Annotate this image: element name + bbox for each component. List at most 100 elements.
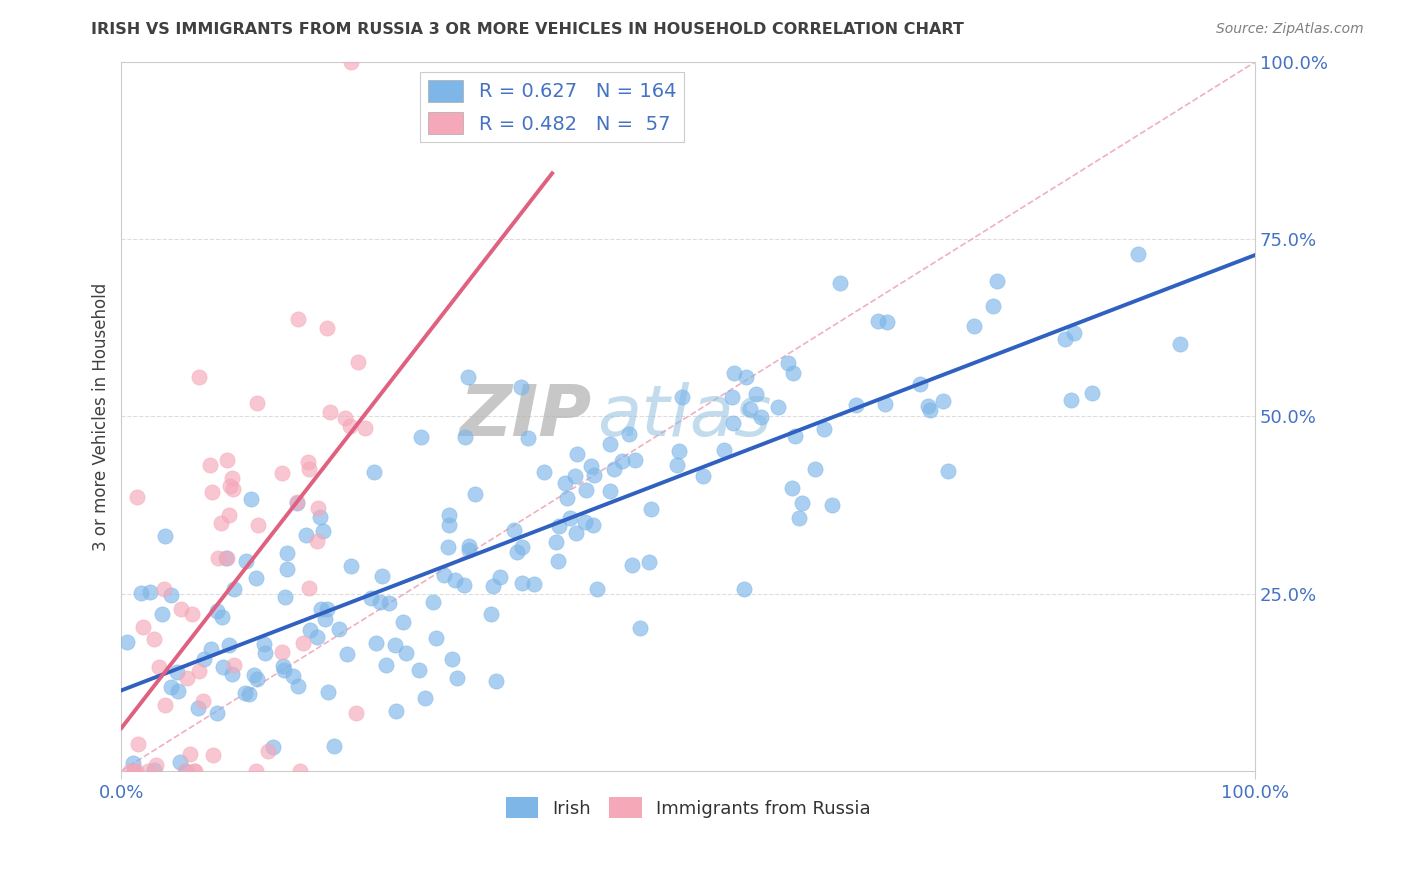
Point <box>692 468 714 483</box>
Point <box>188 664 211 678</box>
Point <box>565 526 588 541</box>
Point <box>221 470 243 484</box>
Point <box>624 453 647 467</box>
Point <box>187 701 209 715</box>
Point <box>918 403 941 417</box>
Point <box>136 764 159 778</box>
Point <box>176 671 198 685</box>
Point <box>782 366 804 380</box>
Point <box>254 646 277 660</box>
Point <box>437 518 460 533</box>
Point <box>274 590 297 604</box>
Point <box>582 468 605 483</box>
Point <box>125 764 148 778</box>
Point <box>191 694 214 708</box>
Point <box>205 706 228 721</box>
Point <box>159 680 181 694</box>
Point <box>122 764 145 778</box>
Point <box>155 529 177 543</box>
Point <box>503 523 526 537</box>
Point <box>239 491 262 506</box>
Point <box>245 571 267 585</box>
Point <box>238 687 260 701</box>
Point <box>245 764 267 778</box>
Point <box>215 551 238 566</box>
Point <box>666 458 689 473</box>
Point <box>721 390 744 404</box>
Point <box>506 545 529 559</box>
Point <box>354 421 377 435</box>
Point <box>319 405 342 419</box>
Point <box>932 394 955 409</box>
Y-axis label: 3 or more Vehicles in Household: 3 or more Vehicles in Household <box>93 282 110 550</box>
Point <box>120 764 142 778</box>
Point <box>215 550 238 565</box>
Point <box>316 685 339 699</box>
Point <box>422 595 444 609</box>
Point <box>127 737 149 751</box>
Point <box>200 642 222 657</box>
Point <box>384 704 406 718</box>
Point <box>187 369 209 384</box>
Point <box>183 764 205 778</box>
Point <box>1060 393 1083 408</box>
Point <box>246 518 269 533</box>
Point <box>560 511 582 525</box>
Point <box>295 528 318 542</box>
Point <box>671 390 693 404</box>
Point <box>489 570 512 584</box>
Point <box>328 622 350 636</box>
Point <box>198 458 221 472</box>
Point <box>734 369 756 384</box>
Point <box>150 607 173 621</box>
Text: Source: ZipAtlas.com: Source: ZipAtlas.com <box>1216 22 1364 37</box>
Point <box>211 609 233 624</box>
Point <box>640 501 662 516</box>
Point <box>408 663 430 677</box>
Point <box>212 660 235 674</box>
Point <box>457 369 479 384</box>
Point <box>145 757 167 772</box>
Point <box>458 539 481 553</box>
Point <box>766 400 789 414</box>
Point <box>368 594 391 608</box>
Point <box>167 684 190 698</box>
Point <box>440 652 463 666</box>
Point <box>908 377 931 392</box>
Point <box>509 380 531 394</box>
Point <box>309 601 332 615</box>
Point <box>510 575 533 590</box>
Point <box>243 668 266 682</box>
Point <box>132 620 155 634</box>
Point <box>271 645 294 659</box>
Point <box>479 607 502 621</box>
Point <box>308 509 330 524</box>
Point <box>287 496 309 510</box>
Point <box>866 314 889 328</box>
Point <box>437 540 460 554</box>
Point <box>315 321 337 335</box>
Point <box>160 588 183 602</box>
Point <box>205 604 228 618</box>
Point <box>574 515 596 529</box>
Point <box>579 458 602 473</box>
Point <box>363 465 385 479</box>
Point <box>218 639 240 653</box>
Point <box>218 479 240 493</box>
Point <box>170 602 193 616</box>
Point <box>780 481 803 495</box>
Point <box>612 453 634 467</box>
Point <box>166 665 188 679</box>
Point <box>221 483 243 497</box>
Point <box>287 312 309 326</box>
Point <box>384 638 406 652</box>
Legend: Irish, Immigrants from Russia: Irish, Immigrants from Russia <box>498 790 877 825</box>
Point <box>778 356 800 370</box>
Point <box>305 534 328 549</box>
Point <box>201 485 224 500</box>
Point <box>346 355 368 369</box>
Point <box>454 430 477 444</box>
Point <box>221 667 243 681</box>
Point <box>222 582 245 596</box>
Point <box>253 637 276 651</box>
